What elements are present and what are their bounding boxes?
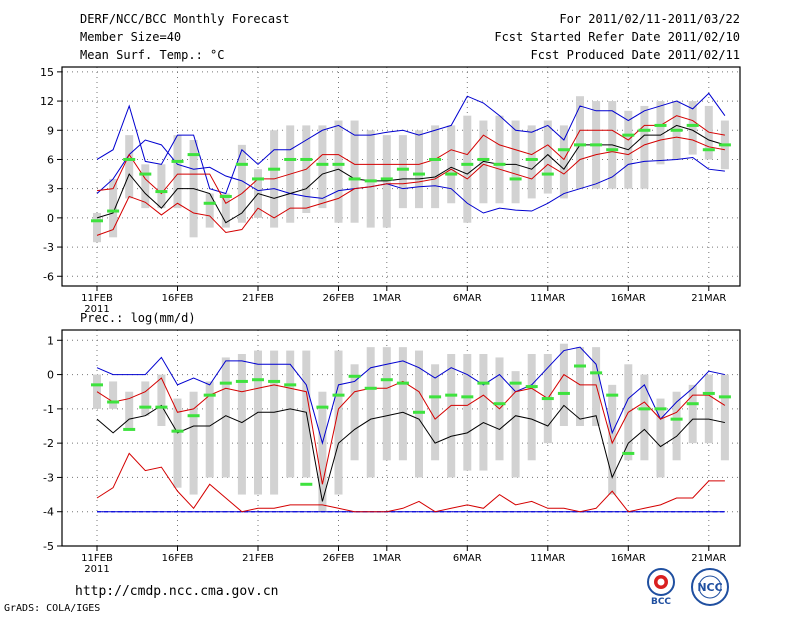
bcc-logo-text: BCC	[651, 597, 671, 607]
median-marker	[284, 383, 296, 386]
median-marker	[671, 418, 683, 421]
median-marker	[445, 394, 457, 397]
ensemble-box	[576, 347, 584, 426]
median-marker	[381, 378, 393, 381]
median-marker	[590, 371, 602, 374]
ensemble-box	[431, 364, 439, 460]
ensemble-box	[479, 354, 487, 471]
ensemble-box	[109, 381, 117, 408]
median-marker	[91, 383, 103, 386]
median-marker	[300, 483, 312, 486]
ncc-logo-text: NCC	[697, 581, 722, 594]
median-marker	[558, 392, 570, 395]
median-marker	[655, 407, 667, 410]
median-marker	[188, 414, 200, 417]
precip-chart-title: Prec.: log(mm/d)	[80, 311, 196, 325]
precipitation-chart: 1 0 -1 -2 -3 -4 -5 11FEB 16FEB 21FEB 26FEB 1MAR 6MAR…	[0, 0, 800, 618]
median-marker	[687, 402, 699, 405]
x-tick-label: 21FEB	[242, 553, 274, 564]
median-marker	[429, 395, 441, 398]
median-marker	[606, 394, 618, 397]
x-tick-label: 1MAR	[372, 553, 401, 564]
x-tick-label: 21MAR	[691, 553, 726, 564]
median-marker	[574, 365, 586, 368]
median-marker	[542, 397, 554, 400]
median-marker	[461, 395, 473, 398]
ensemble-box	[318, 392, 326, 512]
median-marker	[703, 392, 715, 395]
ensemble-box	[528, 354, 536, 460]
median-marker	[349, 375, 361, 378]
ensemble-box	[399, 347, 407, 460]
grads-credit: GrADS: COLA/IGES	[4, 603, 100, 614]
ensemble-box	[721, 375, 729, 461]
median-marker	[172, 430, 184, 433]
x-tick-label: 11MAR	[530, 553, 565, 564]
median-marker	[236, 380, 248, 383]
median-marker	[413, 411, 425, 414]
y-tick-label: -3	[43, 471, 54, 484]
y-tick-label: -4	[43, 506, 54, 519]
ensemble-box	[157, 375, 165, 426]
median-marker	[494, 402, 506, 405]
median-marker	[638, 407, 650, 410]
median-marker	[155, 406, 167, 409]
y-tick-label: 0	[47, 369, 54, 382]
ncc-logo: NCC	[692, 569, 728, 605]
ensemble-box	[254, 351, 262, 495]
median-marker	[107, 401, 119, 404]
median-marker	[622, 452, 634, 455]
median-marker	[123, 428, 135, 431]
ensemble-box	[238, 354, 246, 495]
median-marker	[526, 385, 538, 388]
x-tick-label: 6MAR	[453, 553, 482, 564]
median-marker	[204, 394, 216, 397]
ensemble-box	[447, 354, 455, 477]
ensemble-box	[141, 381, 149, 415]
x-tick-label: 11FEB	[81, 553, 113, 564]
logos: BCC NCC	[640, 566, 735, 608]
ensemble-box	[689, 385, 697, 443]
median-marker	[333, 394, 345, 397]
footer-url[interactable]: http://cmdp.ncc.cma.gov.cn	[75, 584, 279, 599]
median-marker	[477, 382, 489, 385]
ensemble-box	[463, 354, 471, 471]
ensemble-box	[560, 344, 568, 426]
median-marker	[220, 382, 232, 385]
x-tick-label: 16FEB	[162, 553, 194, 564]
x-tick-label: 16MAR	[611, 553, 646, 564]
median-marker	[719, 395, 731, 398]
ensemble-box	[705, 375, 713, 444]
median-marker	[316, 406, 328, 409]
median-marker	[139, 406, 151, 409]
ensemble-box	[270, 351, 278, 495]
bcc-logo: BCC	[648, 569, 674, 607]
x-tick-label: 26FEB	[323, 553, 355, 564]
median-marker	[252, 378, 264, 381]
median-marker	[510, 382, 522, 385]
y-tick-label: -5	[43, 540, 54, 553]
y-tick-label: -1	[43, 403, 54, 416]
ensemble-box	[512, 371, 520, 477]
x-year-label: 2011	[84, 564, 109, 575]
median-marker	[365, 387, 377, 390]
median-marker	[268, 380, 280, 383]
ensemble-box	[190, 392, 198, 495]
median-marker	[397, 382, 409, 385]
y-tick-label: -2	[43, 437, 54, 450]
ensemble-box	[286, 351, 294, 478]
y-tick-label: 1	[47, 334, 54, 347]
ensemble-box	[657, 399, 665, 478]
